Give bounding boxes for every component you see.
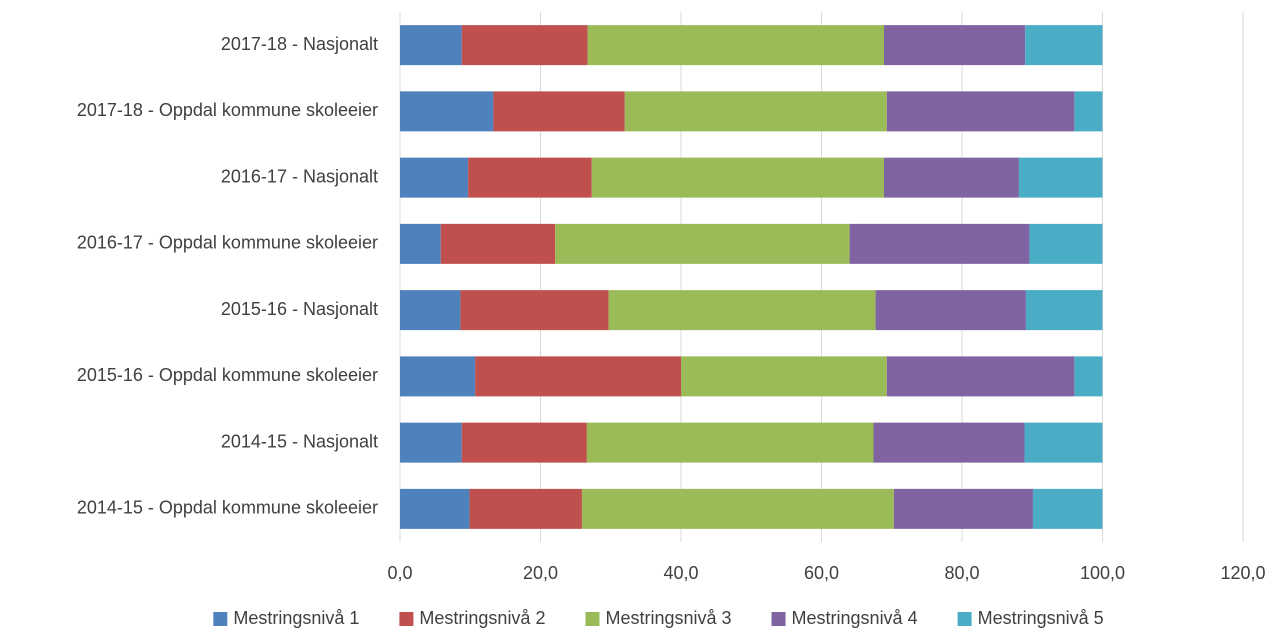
category-label: 2016-17 - Oppdal kommune skoleeier [77,233,378,253]
x-tick-label: 20,0 [523,563,558,583]
legend-item: Mestringsnivå 5 [957,608,1104,628]
category-label: 2016-17 - Nasjonalt [221,166,378,186]
bar-segment [1074,91,1103,132]
bar-segment [493,91,625,132]
bar-segment [884,25,1026,66]
bar-segment [581,488,894,529]
bar-segment [461,25,588,66]
category-label: 2014-15 - Oppdal kommune skoleeier [77,498,378,518]
bar-segment [469,488,582,529]
bar-segment [1025,25,1103,66]
x-tick-label: 80,0 [944,563,979,583]
legend-label: Mestringsnivå 5 [978,608,1104,628]
bar-segment [608,290,876,331]
legend-swatch [213,612,228,626]
legend-swatch [957,612,972,626]
legend-label: Mestringsnivå 3 [605,608,731,628]
bar-segment [1024,422,1103,463]
bar-segment [849,223,1030,264]
legend-label: Mestringsnivå 4 [792,608,918,628]
bar-segment [586,422,874,463]
x-tick-label: 0,0 [387,563,412,583]
bar-segment [1032,488,1103,529]
bar-segment [400,157,469,198]
bar-segment [587,25,885,66]
x-axis-tick-labels: 0,0 20,0 40,0 60,0 80,0 100,0 120,0 [387,563,1265,583]
bar-segment [681,356,887,397]
bar-segment [875,290,1026,331]
bar-segment [886,356,1075,397]
bar-segment [591,157,885,198]
bar-segment [440,223,556,264]
bar-segment [1029,223,1103,264]
bar-segment [886,91,1075,132]
x-tick-label: 60,0 [804,563,839,583]
legend-label: Mestringsnivå 1 [233,608,359,628]
bar-segment [460,290,609,331]
bars [400,25,1103,529]
category-labels: 2017-18 - Nasjonalt 2017-18 - Oppdal komm… [77,34,378,518]
category-label: 2017-18 - Oppdal kommune skoleeier [77,100,378,120]
x-tick-label: 120,0 [1220,563,1265,583]
bar-segment [400,356,476,397]
bar-segment [1018,157,1103,198]
x-tick-label: 100,0 [1080,563,1125,583]
category-label: 2015-16 - Nasjonalt [221,299,378,319]
legend-swatch [771,612,786,626]
category-label: 2017-18 - Nasjonalt [221,34,378,54]
legend-item: Mestringsnivå 1 [213,608,359,628]
bar-segment [400,488,470,529]
bar-segment [400,25,462,66]
legend-swatch [585,612,600,626]
bar-segment [468,157,592,198]
legend-label: Mestringsnivå 2 [419,608,545,628]
legend-item: Mestringsnivå 4 [771,608,918,628]
bar-segment [1074,356,1103,397]
bar-segment [400,223,441,264]
category-label: 2015-16 - Oppdal kommune skoleeier [77,365,378,385]
x-tick-label: 40,0 [663,563,698,583]
bar-segment [475,356,681,397]
legend-swatch [399,612,414,626]
bar-segment [1025,290,1103,331]
bar-segment [624,91,887,132]
bar-segment [400,290,461,331]
bar-segment [555,223,850,264]
bar-segment [884,157,1019,198]
category-label: 2014-15 - Nasjonalt [221,431,378,451]
legend-item: Mestringsnivå 3 [585,608,732,628]
bar-segment [400,91,494,132]
bar-segment [873,422,1025,463]
bar-segment [893,488,1033,529]
legend: Mestringsnivå 1 Mestringsnivå 2 Mestringsn… [213,608,1104,628]
legend-item: Mestringsnivå 2 [399,608,545,628]
bar-segment [400,422,462,463]
bar-segment [461,422,587,463]
